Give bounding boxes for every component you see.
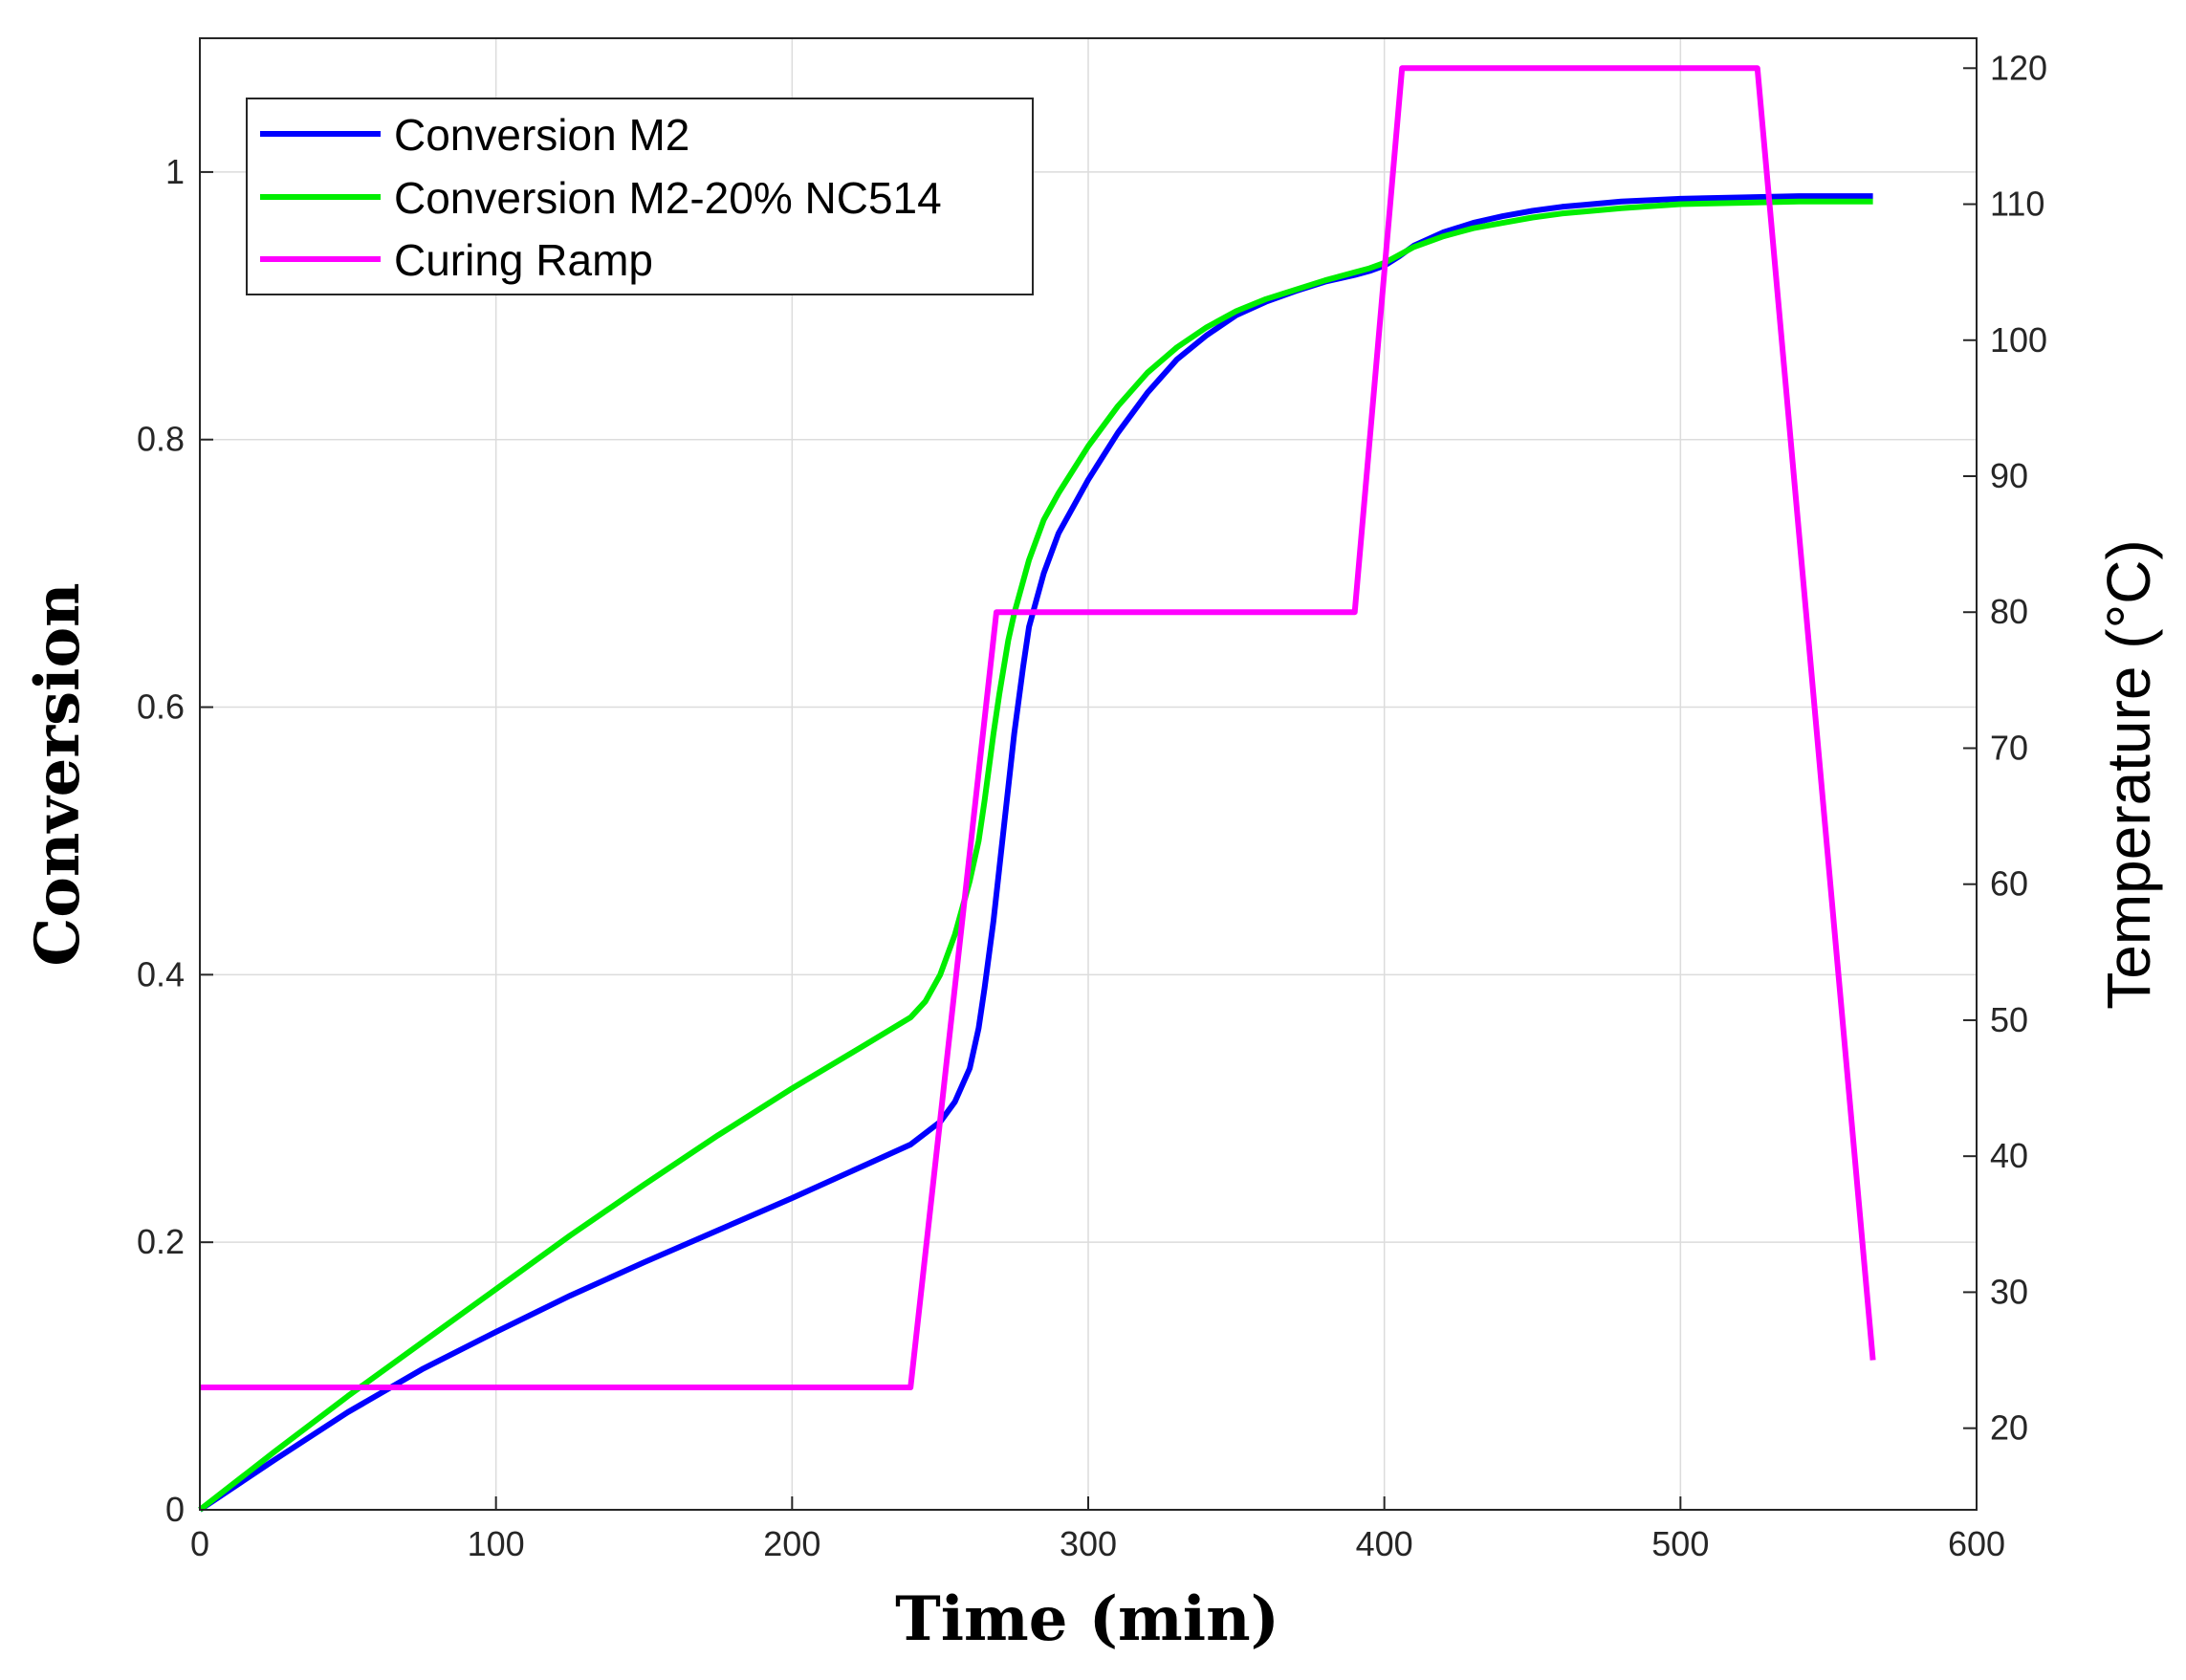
x-tick-label: 600 — [1948, 1524, 2005, 1563]
series-line-curing-ramp — [200, 65, 1876, 1390]
y2-tick-label: 70 — [1990, 728, 2028, 767]
legend-label-curing-ramp: Curing Ramp — [394, 235, 653, 285]
series-line-conversion-m2-nc514 — [198, 198, 1873, 1513]
x-tick-label: 200 — [763, 1524, 820, 1563]
x-tick-label: 500 — [1651, 1524, 1709, 1563]
x-tick-label: 100 — [468, 1524, 525, 1563]
x-tick-label: 400 — [1356, 1524, 1413, 1563]
y2-tick-label: 30 — [1990, 1272, 2028, 1311]
y2-tick-label: 20 — [1990, 1408, 2028, 1448]
y-tick-label: 0.8 — [137, 420, 185, 459]
y2-tick-label: 100 — [1990, 320, 2047, 360]
y-axis-ticks: 0 0.2 0.4 0.6 0.8 1 — [137, 152, 213, 1529]
series-layer — [198, 65, 1876, 1513]
y2-axis-label: Temperature (°C) — [2094, 539, 2163, 1010]
y2-tick-label: 110 — [1990, 185, 2044, 224]
x-axis-label: Time (min) — [895, 1583, 1279, 1655]
legend-label-conversion-m2-nc514: Conversion M2-20% NC514 — [394, 173, 942, 223]
y2-tick-label: 60 — [1990, 864, 2028, 904]
y-tick-label: 0.4 — [137, 954, 185, 993]
y-tick-label: 0 — [165, 1490, 185, 1529]
y-axis-label: Conversion — [22, 582, 94, 966]
y2-tick-label: 120 — [1990, 48, 2047, 87]
x-axis-ticks: 0 100 200 300 400 500 600 — [190, 1496, 2005, 1563]
x-tick-label: 0 — [190, 1524, 209, 1563]
y2-axis-ticks: 20 30 40 50 60 70 80 90 100 110 120 — [1963, 48, 2047, 1448]
y-tick-label: 1 — [165, 152, 185, 191]
y2-tick-label: 40 — [1990, 1136, 2028, 1175]
y-tick-label: 0.2 — [137, 1222, 185, 1261]
y2-tick-label: 90 — [1990, 456, 2028, 495]
y2-tick-label: 80 — [1990, 592, 2028, 631]
series-line-conversion-m2 — [198, 193, 1873, 1513]
legend-label-conversion-m2: Conversion M2 — [394, 110, 689, 160]
legend: Conversion M2 Conversion M2-20% NC514 Cu… — [246, 98, 1034, 295]
x-tick-label: 300 — [1060, 1524, 1117, 1563]
y-tick-label: 0.6 — [137, 687, 185, 727]
y2-tick-label: 50 — [1990, 1000, 2028, 1039]
